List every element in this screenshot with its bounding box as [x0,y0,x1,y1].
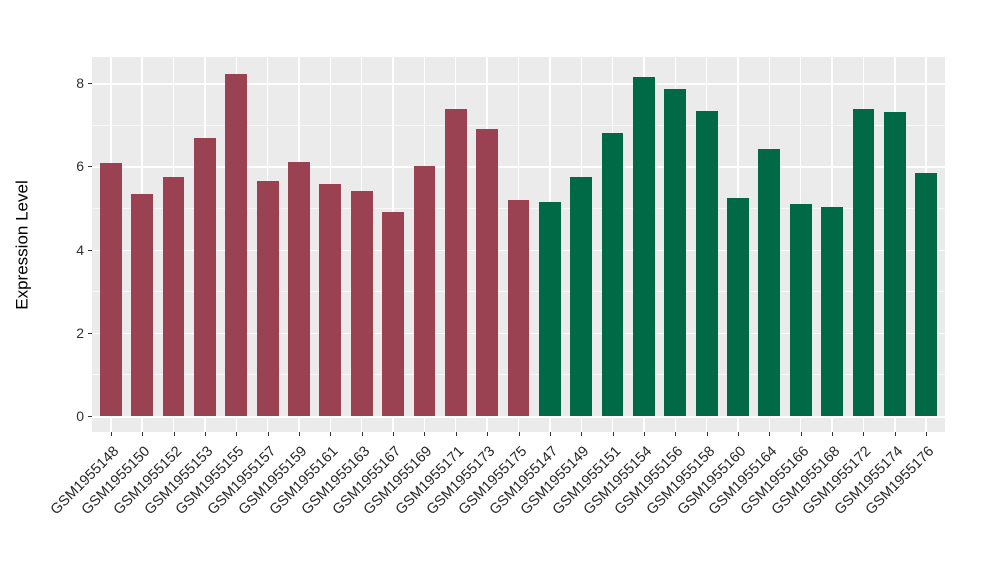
bar-GSM1955175 [507,200,530,416]
bar-GSM1955159 [288,161,310,416]
bar-GSM1955154 [633,76,655,416]
x-axis-tick [110,432,112,436]
x-axis-tick [643,432,645,436]
bar-GSM1955149 [570,176,593,416]
y-tick-label: 6 [76,158,84,175]
x-axis-tick [581,432,583,436]
x-axis-tick [863,432,865,436]
x-axis-tick [298,432,300,436]
bar-GSM1955153 [193,138,216,416]
x-axis-tick [236,432,238,436]
bar-GSM1955169 [413,165,436,416]
x-axis-tick [612,432,614,436]
y-axis-title: Expression Level [10,57,36,432]
x-axis-tick [361,432,363,436]
bar-GSM1955167 [382,212,404,416]
x-axis-tick [706,432,708,436]
x-axis-tick [455,432,457,436]
y-tick-label: 8 [76,75,84,92]
bar-GSM1955147 [538,201,561,416]
bar-GSM1955166 [789,203,812,416]
bar-GSM1955148 [99,163,122,416]
x-axis-tick [769,432,771,436]
y-axis-tick [88,332,92,334]
bar-GSM1955160 [727,198,749,416]
x-axis-tick [738,432,740,436]
bar-GSM1955168 [821,206,843,416]
y-tick-label: 0 [76,408,84,424]
x-axis-tick [142,432,144,436]
x-axis-tick [393,432,395,436]
bar-GSM1955174 [883,112,906,416]
x-axis-tick [330,432,332,436]
bar-GSM1955176 [915,173,938,416]
y-tick-label: 2 [76,324,84,341]
bar-GSM1955161 [319,184,342,416]
bar-GSM1955171 [444,108,467,416]
y-axis-tick [88,249,92,251]
bar-GSM1955164 [758,149,781,416]
y-axis-title-text: Expression Level [13,179,32,310]
x-axis-tick [424,432,426,436]
bar-GSM1955152 [162,177,185,416]
bar-GSM1955172 [852,109,875,416]
y-axis-tick [88,166,92,168]
x-axis-tick [204,432,206,436]
x-axis-tick [549,432,551,436]
x-axis-tick [832,432,834,436]
bar-GSM1955156 [664,88,687,416]
x-axis-tick [800,432,802,436]
bar-GSM1955173 [476,128,499,416]
x-axis-tick [487,432,489,436]
bar-GSM1955163 [350,190,373,416]
y-tick-label: 4 [76,241,84,258]
x-axis-tick [894,432,896,436]
y-axis-tick [88,416,92,417]
x-axis-tick [173,432,175,436]
x-axis-tick [518,432,520,436]
bar-GSM1955155 [225,73,248,416]
bar-GSM1955150 [131,194,154,416]
bar-GSM1955151 [601,132,624,416]
y-axis-tick [88,83,92,85]
x-axis-tick [675,432,677,436]
bar-GSM1955158 [695,111,718,416]
x-axis-tick [267,432,269,436]
bar-GSM1955157 [256,181,279,416]
x-axis-tick [926,432,928,436]
